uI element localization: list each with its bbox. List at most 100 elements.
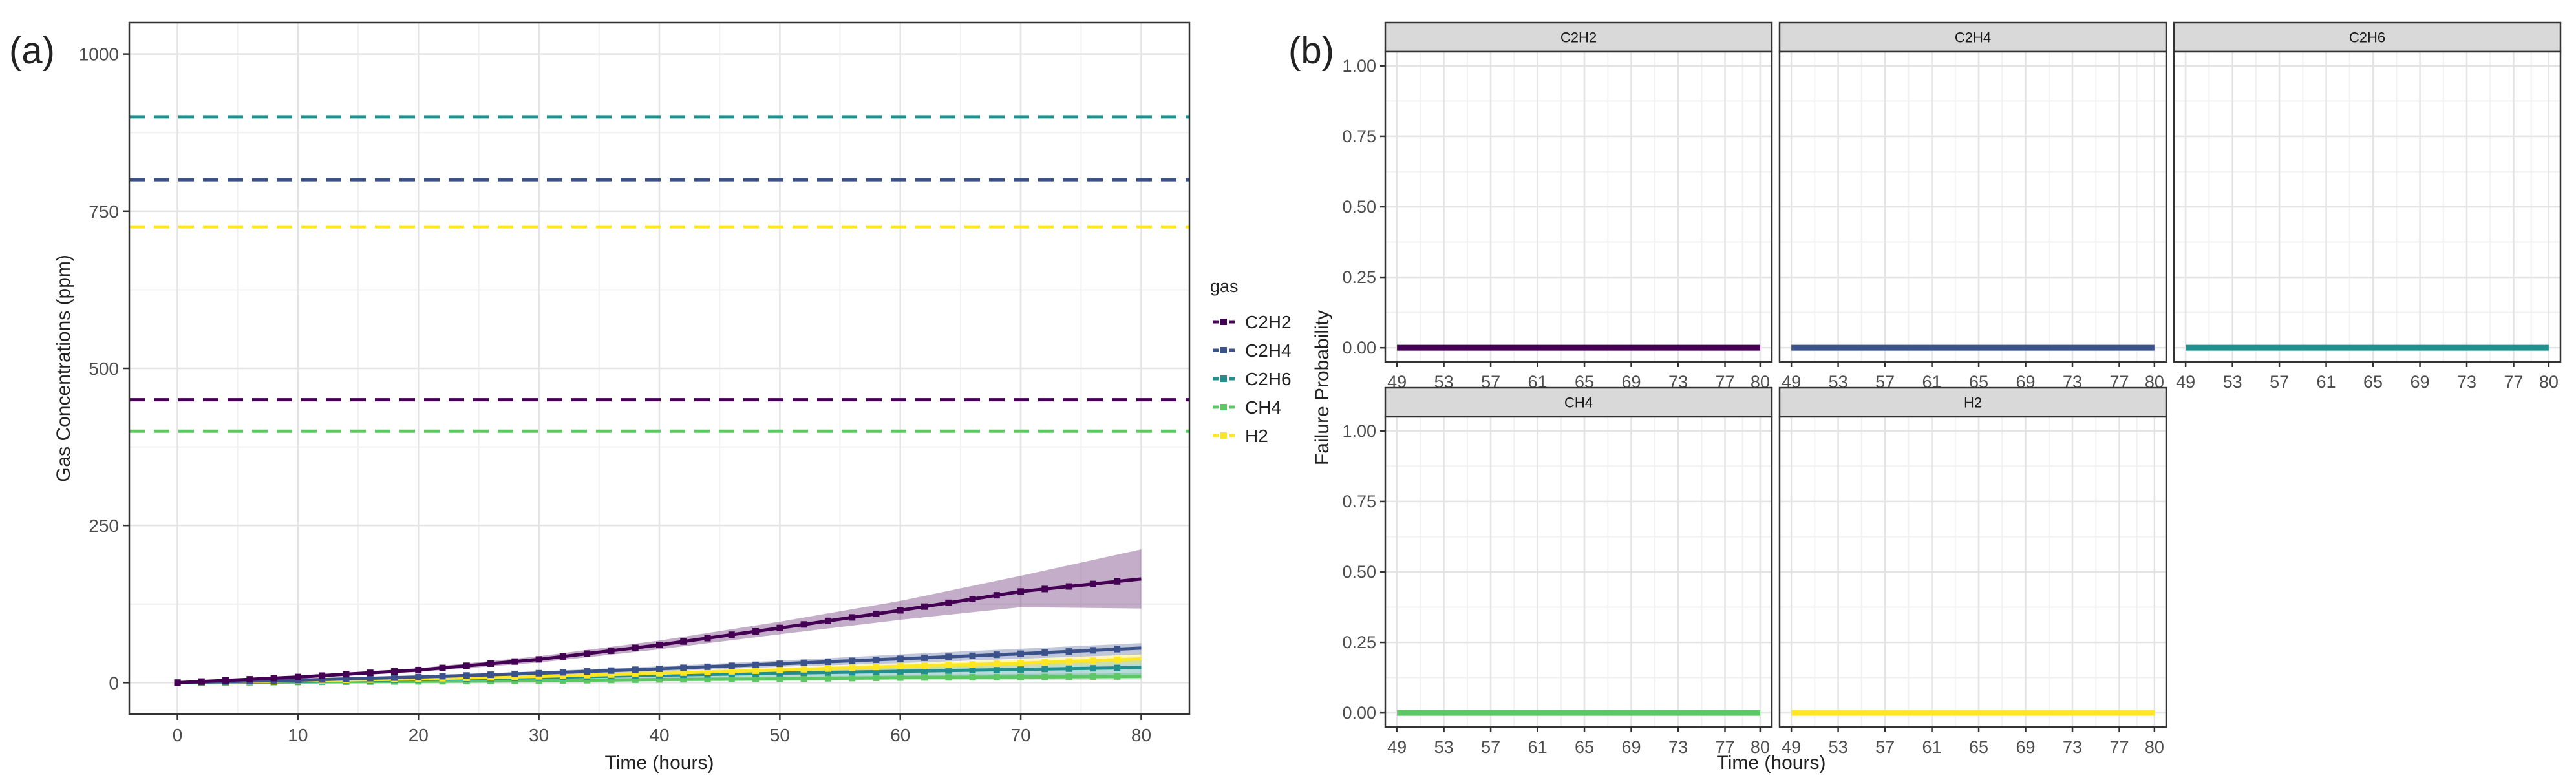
data-point-c2h2: [535, 656, 542, 663]
facet-strip-c2h6: [2173, 21, 2562, 53]
x-tick-label: 80: [2145, 737, 2164, 757]
y-tick-label: 0.75: [1342, 127, 1376, 146]
x-tick-label: 53: [2223, 372, 2242, 392]
data-point-c2h4: [728, 662, 735, 669]
x-tick-label: 77: [2504, 372, 2523, 392]
data-point-ch4: [873, 674, 880, 681]
data-point-h2: [680, 669, 687, 676]
data-point-c2h4: [1065, 648, 1072, 655]
data-point-c2h4: [584, 668, 591, 675]
data-point-c2h2: [1041, 585, 1048, 593]
y-tick-label: 0.75: [1342, 492, 1376, 511]
data-point-c2h6: [1017, 666, 1025, 673]
data-point-c2h2: [439, 664, 446, 671]
y-axis-title: Failure Probability: [1312, 310, 1333, 465]
facet-border-c2h2: [1384, 50, 1773, 363]
y-axis-title: Gas Concentrations (ppm): [53, 255, 74, 482]
data-point-ch4: [584, 677, 591, 684]
data-point-c2h2: [415, 666, 422, 673]
facet-title-c2h6: C2H6: [2349, 30, 2385, 46]
x-tick-label: 49: [1387, 737, 1407, 757]
data-point-ch4: [921, 674, 928, 681]
data-point-c2h4: [945, 653, 952, 660]
data-point-ch4: [969, 673, 976, 680]
data-point-c2h2: [608, 647, 615, 654]
x-axis-title: Time (hours): [1717, 752, 1826, 774]
x-tick-label: 77: [1715, 737, 1734, 757]
y-tick-label: 500: [89, 359, 119, 379]
data-point-c2h4: [1017, 650, 1025, 657]
data-point-c2h4: [1041, 649, 1048, 656]
data-point-c2h2: [1017, 588, 1025, 595]
legend-label-c2h6: C2H6: [1245, 369, 1292, 389]
legend-marker-ch4: [1220, 404, 1227, 410]
data-point-h2: [559, 672, 566, 679]
data-point-c2h6: [993, 666, 1000, 673]
x-tick-label: 53: [1829, 737, 1848, 757]
data-point-c2h4: [704, 663, 711, 670]
x-tick-label: 57: [1481, 737, 1500, 757]
data-point-h2: [728, 668, 735, 675]
legend-marker-c2h4: [1220, 347, 1227, 353]
data-point-c2h4: [897, 655, 904, 662]
data-point-c2h2: [776, 624, 783, 631]
data-point-c2h4: [800, 659, 807, 666]
data-point-c2h4: [391, 674, 398, 681]
panel-b-label: (b): [1288, 30, 1334, 72]
y-tick-label: 1000: [79, 45, 119, 65]
x-tick-label: 61: [2317, 372, 2336, 392]
facet-strip-c2h4: [1778, 21, 2167, 53]
data-point-c2h4: [439, 673, 446, 680]
data-point-ch4: [824, 675, 831, 682]
data-point-c2h2: [174, 679, 181, 686]
x-axis-title: Time (hours): [605, 752, 714, 774]
x-tick-label: 77: [2109, 737, 2129, 757]
data-point-h2: [945, 662, 952, 669]
data-point-ch4: [1114, 673, 1121, 680]
y-tick-label: 750: [89, 202, 119, 222]
legend-marker-c2h6: [1220, 375, 1227, 382]
data-point-ch4: [1041, 673, 1048, 680]
x-tick-label: 65: [1575, 737, 1594, 757]
data-point-c2h2: [656, 642, 663, 648]
data-point-c2h2: [993, 592, 1000, 599]
data-point-c2h2: [873, 610, 880, 617]
x-tick-label: 49: [1782, 737, 1801, 757]
legend-label-h2: H2: [1245, 426, 1268, 446]
data-point-c2h6: [1114, 664, 1121, 671]
data-point-h2: [921, 662, 928, 669]
facet-border-ch4: [1384, 416, 1773, 728]
x-tick-label: 69: [2016, 737, 2036, 757]
data-point-h2: [824, 665, 831, 672]
data-point-c2h4: [873, 656, 880, 663]
data-point-c2h4: [752, 661, 760, 668]
x-tick-label: 57: [2270, 372, 2289, 392]
y-tick-label: 0.50: [1342, 562, 1376, 582]
y-tick-label: 0.25: [1342, 633, 1376, 652]
data-point-c2h2: [559, 653, 566, 660]
data-point-c2h6: [1065, 665, 1072, 672]
data-point-h2: [849, 664, 856, 671]
data-point-ch4: [656, 676, 663, 683]
data-point-c2h4: [463, 672, 470, 679]
data-point-c2h2: [969, 595, 976, 602]
legend-title: gas: [1210, 277, 1239, 296]
legend-label-c2h4: C2H4: [1245, 341, 1292, 361]
data-point-c2h6: [969, 667, 976, 674]
x-tick-label: 61: [1528, 737, 1548, 757]
data-point-c2h2: [680, 638, 687, 645]
x-tick-label: 57: [1875, 737, 1895, 757]
data-point-ch4: [632, 676, 639, 683]
data-point-h2: [1041, 659, 1048, 666]
data-point-ch4: [1065, 673, 1072, 680]
data-point-ch4: [776, 675, 783, 682]
data-point-ch4: [559, 677, 566, 684]
legend-label-ch4: CH4: [1245, 397, 1281, 417]
data-point-h2: [800, 666, 807, 673]
data-point-ch4: [800, 675, 807, 682]
data-point-c2h4: [535, 669, 542, 677]
data-point-c2h6: [800, 669, 807, 677]
data-point-h2: [897, 663, 904, 670]
data-point-c2h4: [969, 652, 976, 659]
